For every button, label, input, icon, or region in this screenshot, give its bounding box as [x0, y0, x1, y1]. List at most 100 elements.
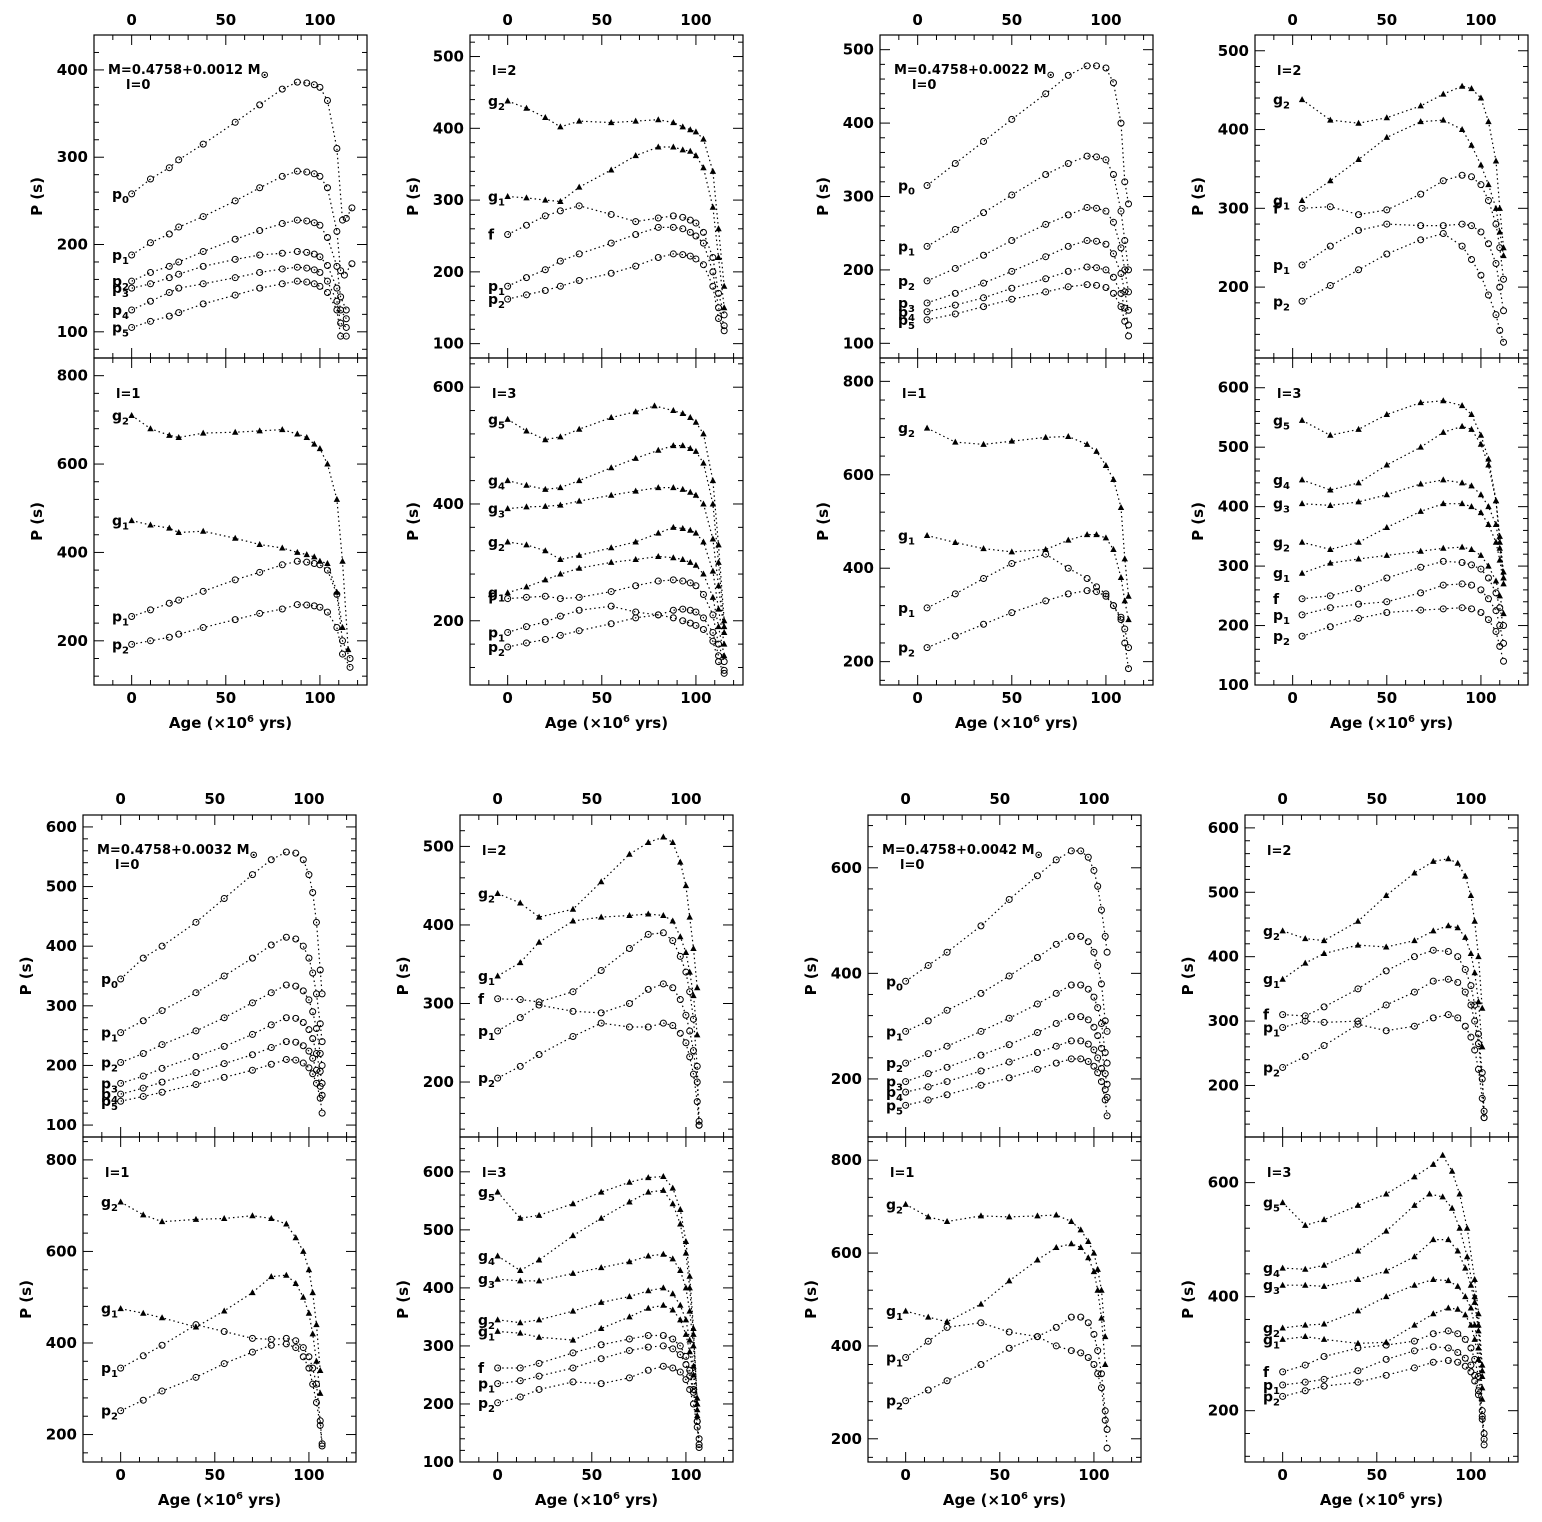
data-point — [1326, 623, 1334, 631]
data-point — [709, 500, 717, 507]
data-point — [1477, 431, 1485, 438]
data-point — [1298, 196, 1306, 203]
data-point — [1467, 1001, 1475, 1009]
data-point — [655, 553, 662, 560]
mode-label: g2 — [898, 421, 915, 440]
data-point — [1456, 1224, 1463, 1231]
series-g1: g1 — [1273, 116, 1507, 259]
y-tick-label: 400 — [1208, 1288, 1239, 1306]
data-point — [632, 555, 639, 562]
data-point — [128, 613, 136, 621]
data-point — [977, 1051, 985, 1059]
data-point — [1005, 1328, 1013, 1336]
data-point — [256, 101, 264, 109]
mode-label: f — [488, 592, 495, 608]
mode-label: p1 — [1273, 258, 1290, 277]
series-p5: p5 — [112, 277, 350, 340]
data-point — [669, 1290, 676, 1297]
data-point — [1077, 1226, 1084, 1233]
series-line — [1282, 1013, 1485, 1118]
data-point — [1301, 1387, 1309, 1395]
data-point — [199, 247, 207, 255]
data-point — [303, 168, 311, 176]
series-line — [497, 836, 698, 988]
data-point — [1477, 586, 1485, 594]
data-point — [644, 1343, 652, 1351]
mode-label: f — [488, 228, 495, 244]
data-point — [1033, 1333, 1041, 1341]
y-tick-label: 500 — [46, 878, 77, 896]
data-point — [1440, 544, 1447, 551]
data-point — [256, 251, 264, 259]
data-point — [1468, 141, 1475, 148]
data-point — [686, 1372, 694, 1380]
data-point — [699, 261, 707, 269]
data-point — [682, 1039, 690, 1047]
data-point — [1440, 428, 1447, 435]
data-point — [1382, 1371, 1390, 1379]
x-tick-label: 100 — [1465, 689, 1496, 707]
data-point — [645, 1304, 652, 1311]
series-line — [1282, 1239, 1483, 1377]
series-line — [905, 1203, 1106, 1337]
data-point — [692, 621, 700, 629]
data-point — [607, 620, 615, 628]
data-point — [310, 81, 318, 89]
series-p1: p1 — [1273, 220, 1508, 315]
data-point — [695, 1121, 703, 1129]
data-point — [709, 477, 717, 484]
data-point — [147, 425, 154, 432]
mode-label: p1 — [101, 1026, 118, 1045]
series-p0: p0 — [101, 848, 326, 998]
data-point — [670, 523, 677, 530]
y-tick-label: 800 — [831, 1151, 862, 1169]
series-p1: p1 — [1273, 580, 1508, 647]
data-point — [303, 248, 311, 256]
y-tick-label: 200 — [843, 261, 874, 279]
series-line — [507, 405, 725, 621]
series-line — [507, 614, 725, 674]
data-point — [654, 254, 662, 262]
data-point — [980, 279, 988, 287]
top-x-tick-label: 100 — [1455, 790, 1486, 808]
data-point — [231, 235, 239, 243]
data-point — [1475, 998, 1482, 1005]
mode-label: g5 — [478, 1185, 495, 1204]
data-point — [597, 1355, 605, 1363]
data-point — [1097, 1064, 1105, 1072]
data-point — [654, 611, 662, 619]
data-point — [293, 78, 301, 86]
data-point — [608, 119, 615, 126]
data-point — [494, 1316, 501, 1323]
y-tick-label: 500 — [423, 837, 454, 855]
series-line — [507, 445, 725, 627]
data-point — [1479, 1004, 1486, 1011]
data-point — [626, 1258, 633, 1265]
data-point — [504, 231, 512, 239]
data-point — [943, 1042, 951, 1050]
data-point — [1477, 94, 1485, 101]
series-line — [120, 851, 323, 994]
data-point — [686, 619, 694, 627]
data-point — [569, 988, 577, 996]
data-point — [146, 606, 154, 614]
data-point — [575, 250, 583, 258]
data-point — [1117, 503, 1125, 510]
data-point — [682, 1361, 690, 1368]
mode-label: g1 — [478, 1324, 495, 1343]
data-point — [232, 534, 239, 541]
data-point — [709, 268, 717, 276]
data-point — [1121, 178, 1129, 186]
y-tick-label: 600 — [433, 378, 464, 396]
data-point — [282, 1055, 290, 1063]
mode-label: g3 — [488, 502, 505, 521]
data-point — [1440, 476, 1447, 483]
data-point — [951, 289, 959, 297]
data-point — [1121, 288, 1129, 296]
data-point — [1410, 953, 1418, 961]
data-point — [1084, 1016, 1092, 1024]
series-line — [497, 1287, 698, 1410]
data-point — [1426, 1190, 1433, 1197]
